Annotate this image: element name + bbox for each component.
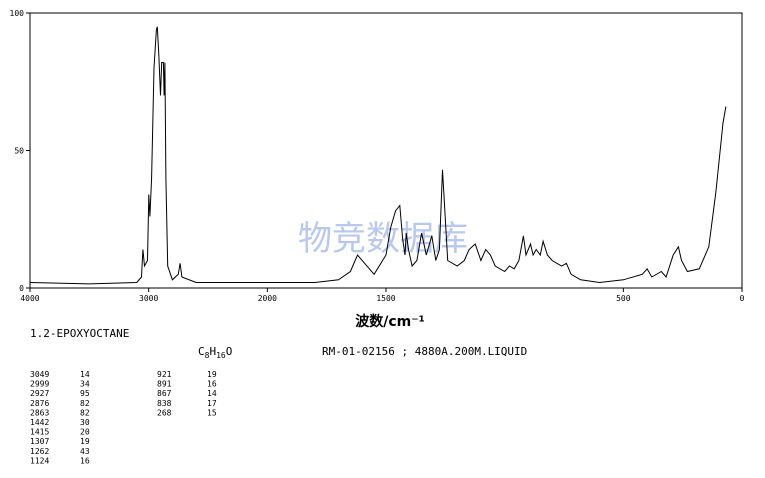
peak-intensity: 16 (207, 380, 217, 389)
formula: C8H16O (198, 345, 232, 360)
x-tick-label: 4000 (20, 294, 39, 303)
peak-intensity: 17 (207, 399, 217, 408)
formula-part: 8 (205, 351, 210, 360)
peak-intensity: 19 (207, 370, 217, 379)
watermark: 物竞数据库 (298, 219, 468, 259)
peak-wavenumber: 1307 (30, 437, 49, 446)
peak-intensity: 19 (80, 437, 90, 446)
peak-wavenumber: 268 (157, 408, 172, 417)
spectrum-line (29, 26, 727, 285)
peak-wavenumber: 2999 (30, 380, 49, 389)
x-tick-label: 3000 (139, 294, 158, 303)
peak-intensity: 15 (207, 408, 217, 417)
peak-wavenumber: 838 (157, 399, 172, 408)
x-axis-label: 波数/cm⁻¹ (355, 313, 425, 330)
sample-info: RM-01-02156 ; 4880A.200M.LIQUID (322, 345, 527, 358)
peak-wavenumber: 2863 (30, 408, 49, 417)
x-tick-label: 1500 (376, 294, 395, 303)
peak-intensity: 14 (207, 389, 217, 398)
peak-wavenumber: 1124 (30, 456, 49, 465)
peak-intensity: 14 (80, 370, 90, 379)
peak-intensity: 82 (80, 399, 90, 408)
peak-wavenumber: 921 (157, 370, 172, 379)
x-tick-label: 0 (740, 294, 745, 303)
x-tick-label: 500 (616, 294, 631, 303)
peak-intensity: 30 (80, 418, 90, 427)
peak-wavenumber: 891 (157, 380, 172, 389)
peak-wavenumber: 2927 (30, 389, 49, 398)
peak-intensity: 34 (80, 380, 90, 389)
peak-intensity: 43 (80, 447, 90, 456)
peak-wavenumber: 2876 (30, 399, 49, 408)
formula-part: C (198, 345, 205, 358)
peak-intensity: 16 (80, 456, 90, 465)
peak-wavenumber: 1442 (30, 418, 49, 427)
peak-wavenumber: 867 (157, 389, 172, 398)
peak-wavenumber: 3049 (30, 370, 49, 379)
peak-intensity: 95 (80, 389, 90, 398)
formula-part: O (226, 345, 233, 358)
x-tick-label: 2000 (258, 294, 277, 303)
formula-part: 16 (216, 351, 226, 360)
formula-part: H (209, 345, 216, 358)
compound-name: 1.2-EPOXYOCTANE (30, 327, 129, 340)
y-tick-label: 100 (10, 9, 25, 18)
peak-wavenumber: 1415 (30, 428, 49, 437)
y-tick-label: 50 (14, 147, 24, 156)
peak-intensity: 82 (80, 408, 90, 417)
y-tick-label: 0 (19, 284, 24, 293)
peak-wavenumber: 1262 (30, 447, 49, 456)
peak-intensity: 20 (80, 428, 90, 437)
